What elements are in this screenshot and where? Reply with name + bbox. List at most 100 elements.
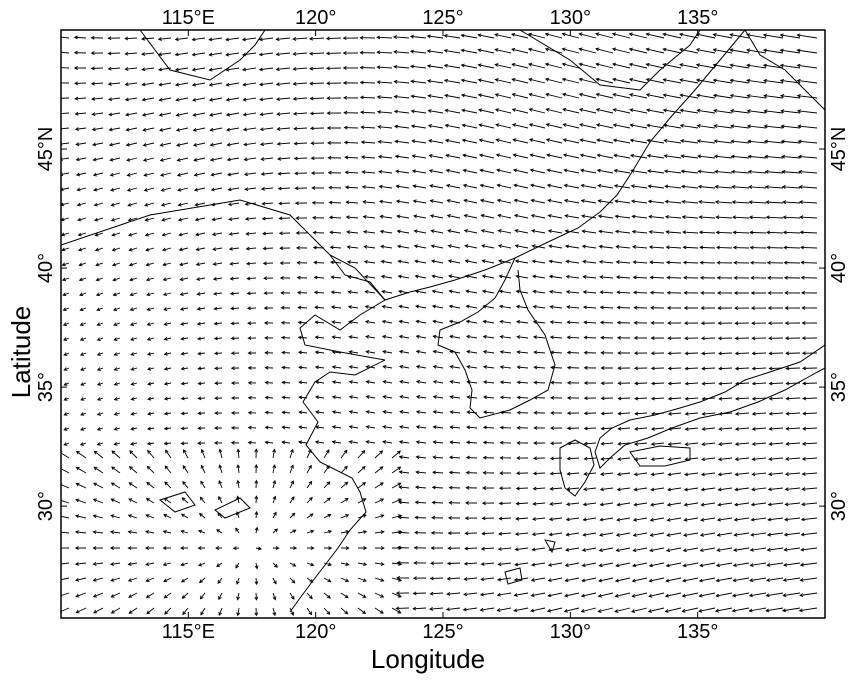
wind-vector [146,481,155,489]
wind-vector [294,186,308,191]
wind-vector [782,215,801,220]
wind-vector [107,66,121,71]
wind-vector [631,607,648,613]
wind-vector [466,425,478,430]
wind-vector [765,200,784,205]
wind-vector [548,517,563,522]
wind-vector [580,183,597,189]
wind-vector [195,262,206,267]
wind-vector [714,200,733,204]
wind-vector [214,411,223,416]
wind-vector [432,334,444,339]
wind-vector [650,472,665,477]
wind-vector [432,379,444,384]
wind-vector [130,367,138,371]
wind-vector [665,562,682,568]
wind-vector [633,336,648,340]
wind-vector [281,365,291,370]
x-tick-label-top: 120° [295,7,336,29]
wind-vector [394,139,410,144]
wind-vector [362,215,376,219]
wind-vector [578,92,597,99]
wind-vector [700,502,716,507]
wind-vector [461,123,478,129]
x-axis-title: Longitude [371,644,485,674]
wind-vector [275,67,291,72]
wind-vector [412,606,427,611]
wind-vector [684,442,699,447]
wind-vector [764,169,784,174]
wind-vector [393,64,410,69]
wind-vector [391,592,402,598]
wind-vector [340,514,350,519]
wind-vector [357,449,366,459]
wind-vector [228,217,240,222]
wind-vector [496,168,512,174]
wind-vector [179,277,189,282]
wind-vector [365,410,376,414]
wind-vector [802,396,818,401]
wind-vector [782,230,801,235]
wind-vector [92,562,104,566]
wind-vector [80,412,87,416]
wind-vector [293,156,308,161]
wind-vector [293,141,308,146]
wind-vector [124,67,138,71]
wind-vector [141,82,155,87]
wind-vector [666,305,682,310]
wind-vector [145,277,155,282]
wind-vector [213,306,223,311]
wind-vector [751,351,767,356]
wind-vector [481,501,495,506]
wind-vector [599,290,614,295]
wind-vector [191,67,206,72]
wind-vector [465,470,478,475]
wind-vector [746,48,767,54]
wind-vector [61,81,70,85]
wind-vector [667,442,682,447]
wind-vector [76,202,87,207]
wind-vector [482,470,495,475]
wind-vector [61,467,70,474]
wind-vector [323,607,331,615]
wind-vector [315,410,325,415]
wind-vector [63,397,70,401]
wind-vector [281,440,291,445]
wind-vector [331,395,342,400]
wind-vector [272,511,277,519]
wind-vector [446,214,461,219]
wind-vector [429,184,444,189]
wind-vector [515,289,529,294]
wind-vector [327,140,342,145]
wind-vector [616,502,631,507]
wind-vector [633,472,648,477]
wind-vector [699,547,716,553]
wind-vector [696,139,716,144]
wind-vector [275,52,291,57]
wind-vector [393,35,410,39]
wind-vector [634,381,648,386]
wind-vector [478,138,495,144]
wind-vector [258,37,274,42]
wind-vector [662,93,682,99]
wind-vector [695,63,716,69]
wind-vector [446,561,461,566]
wind-vector [713,139,733,144]
wind-vector [763,78,784,84]
wind-vector [245,261,257,266]
wind-vector [297,305,308,310]
wind-vector [289,480,294,489]
wind-vector [784,290,801,295]
wind-vector [92,592,104,598]
wind-vector [146,352,155,356]
wind-vector [581,229,597,234]
wind-vector [783,547,801,552]
wind-vector [547,229,563,234]
x-tick-label-top: 135° [677,7,718,29]
wind-vector [596,168,614,174]
wind-vector [734,427,750,431]
wind-vector [344,170,359,175]
wind-vector [650,502,665,507]
wind-vector [331,410,342,415]
wind-vector [578,47,597,54]
